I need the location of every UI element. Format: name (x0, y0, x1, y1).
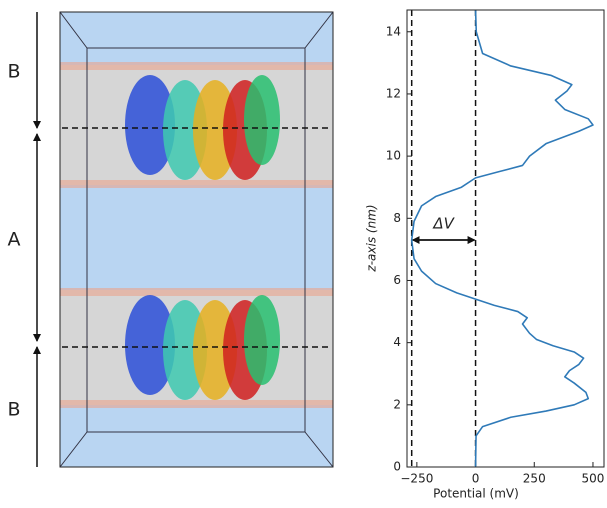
x-tick-label: 500 (582, 472, 605, 486)
y-axis-label: z-axis (nm) (365, 204, 379, 272)
plot-frame (406, 9, 605, 468)
annotation: ΔV (432, 215, 455, 233)
region-label: B (7, 399, 20, 421)
headgroups (60, 180, 333, 188)
protein (125, 295, 280, 400)
plot: Potential (mV) z-axis (nm) −250 0 250 50002… (365, 9, 605, 501)
y-tick-label: 10 (386, 149, 401, 163)
headgroups (60, 400, 333, 408)
x-tick-label: −250 (400, 472, 433, 486)
potential-line (410, 9, 594, 468)
y-tick-label: 2 (393, 397, 401, 411)
water (60, 12, 333, 65)
box-inner (86, 47, 306, 433)
y-tick-label: 4 (393, 335, 401, 349)
water (60, 405, 333, 467)
y-tick-label: 8 (393, 211, 401, 225)
x-tick-label: 0 (472, 472, 480, 486)
y-tick-label: 14 (386, 24, 401, 38)
y-tick-label: 12 (386, 86, 401, 100)
x-axis-label: Potential (mV) (433, 487, 519, 501)
region-label: B (7, 61, 20, 83)
headgroups (60, 288, 333, 296)
y-tick-label: 6 (393, 273, 401, 287)
headgroups (60, 62, 333, 70)
simulation-image: B A B (7, 11, 334, 468)
region-label: A (8, 229, 21, 251)
y-tick-label: 0 (393, 460, 401, 474)
box-outline (59, 11, 334, 468)
box-edges (59, 11, 334, 468)
water (60, 185, 333, 290)
x-tick-label: 250 (523, 472, 546, 486)
protein (125, 75, 280, 180)
